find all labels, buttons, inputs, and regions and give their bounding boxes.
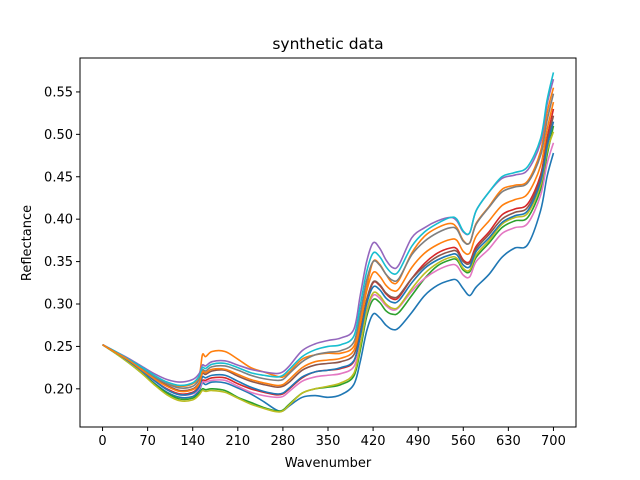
x-tick-label: 420 (361, 434, 386, 449)
x-tick-label: 70 (139, 434, 156, 449)
series-line-3 (102, 125, 555, 412)
series-line-7 (102, 142, 555, 399)
x-tick-label: 210 (225, 434, 250, 449)
series-line-5 (102, 79, 555, 383)
y-tick-label: 0.20 (44, 382, 73, 397)
series-line-8 (102, 93, 555, 389)
x-tick-label: 490 (406, 434, 431, 449)
series-line-6 (102, 115, 555, 392)
plot-frame (79, 57, 577, 428)
x-tick-label: 140 (180, 434, 205, 449)
x-tick-label: 560 (451, 434, 476, 449)
x-tick-label: 0 (98, 434, 106, 449)
series-line-1 (102, 152, 555, 413)
series-line-10 (102, 72, 555, 387)
x-tick-label: 280 (270, 434, 295, 449)
y-tick-label: 0.40 (44, 213, 73, 228)
x-tick-label: 350 (316, 434, 341, 449)
y-axis-label: Reflectance (20, 205, 35, 281)
y-tick-label: 0.50 (44, 128, 73, 143)
x-axis: 0 70 140 210 280 350 420 490 560 630 700 (98, 427, 566, 449)
series-line-9 (102, 131, 555, 413)
y-tick-label: 0.35 (44, 255, 73, 270)
x-tick-label: 630 (496, 434, 521, 449)
y-tick-label: 0.45 (44, 170, 73, 185)
y-axis: 0.20 0.25 0.30 0.35 0.40 0.45 0.50 0.55 (44, 85, 80, 397)
y-tick-label: 0.30 (44, 298, 73, 313)
x-axis-label: Wavenumber (285, 456, 372, 471)
chart-title: synthetic data (272, 35, 383, 53)
series-line-12 (102, 101, 555, 393)
series-lines (102, 72, 555, 413)
series-line-11 (102, 121, 555, 396)
y-tick-label: 0.55 (44, 85, 73, 100)
y-tick-label: 0.25 (44, 340, 73, 355)
x-tick-label: 700 (541, 434, 566, 449)
